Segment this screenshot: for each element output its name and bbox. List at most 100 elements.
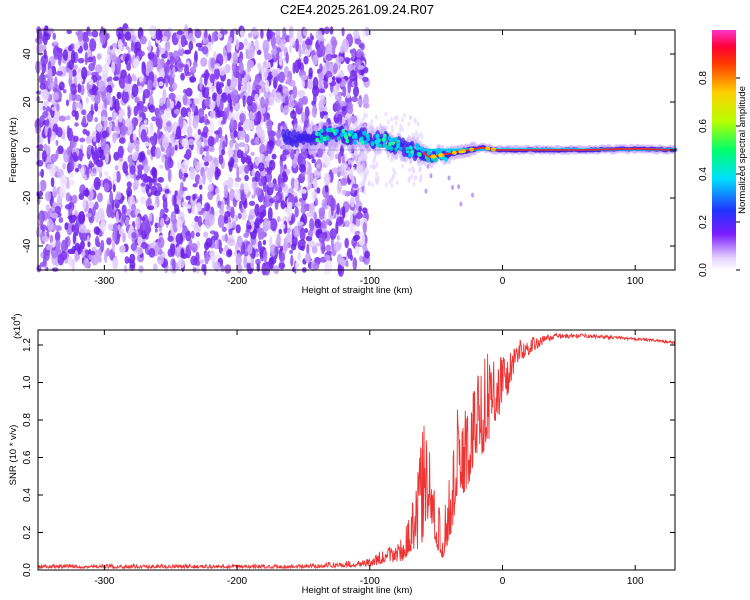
noise-speckle xyxy=(254,39,260,52)
noise-speckle xyxy=(148,213,153,222)
noise-speckle xyxy=(203,137,208,147)
noise-speckle xyxy=(93,177,101,191)
track-highlight xyxy=(340,132,344,137)
noise-speckle xyxy=(39,179,47,192)
noise-speckle xyxy=(221,148,226,156)
noise-speckle xyxy=(267,207,273,222)
noise-speckle xyxy=(353,234,361,241)
noise-speckle xyxy=(234,188,241,201)
noise-speckle xyxy=(100,239,105,253)
noise-speckle xyxy=(131,151,138,162)
noise-speckle xyxy=(278,262,286,269)
track-highlight xyxy=(426,158,431,163)
noise-speckle xyxy=(191,242,198,253)
noise-speckle xyxy=(344,237,350,249)
noise-speckle xyxy=(126,187,133,197)
spectrogram-ylabel: Frequency (Hz) xyxy=(8,117,19,182)
noise-speckle xyxy=(384,182,388,188)
noise-speckle xyxy=(42,90,50,101)
noise-speckle xyxy=(266,53,272,60)
noise-speckle xyxy=(151,166,157,176)
noise-speckle xyxy=(390,124,394,130)
noise-speckle xyxy=(367,180,371,186)
noise-speckle xyxy=(79,137,86,143)
noise-speckle xyxy=(325,53,333,62)
noise-speckle xyxy=(243,199,248,209)
noise-speckle xyxy=(125,74,133,86)
noise-speckle xyxy=(309,218,315,232)
noise-speckle xyxy=(131,232,137,239)
noise-speckle xyxy=(178,63,186,68)
noise-speckle xyxy=(188,138,195,146)
noise-speckle xyxy=(322,111,328,116)
noise-speckle xyxy=(300,205,307,214)
noise-speckle xyxy=(215,187,220,195)
noise-speckle xyxy=(333,63,338,73)
noise-speckle xyxy=(312,93,317,105)
noise-speckle xyxy=(324,183,329,194)
noise-speckle xyxy=(218,67,226,76)
track-highlight xyxy=(315,137,320,143)
noise-speckle xyxy=(191,103,196,113)
x-tick-label: 100 xyxy=(627,276,644,287)
noise-speckle xyxy=(336,181,342,195)
snr-scale-label: (x104) xyxy=(11,313,23,339)
noise-speckle xyxy=(212,255,217,262)
colorbar-tick-label: 0.8 xyxy=(698,71,709,85)
noise-speckle xyxy=(64,243,69,250)
noise-speckle xyxy=(186,149,192,159)
noise-speckle xyxy=(47,111,51,119)
noise-speckle xyxy=(168,92,176,100)
noise-speckle xyxy=(317,68,321,74)
noise-speckle xyxy=(86,167,90,179)
noise-speckle xyxy=(167,235,174,242)
noise-speckle xyxy=(246,95,253,106)
noise-speckle xyxy=(142,173,148,183)
noise-speckle xyxy=(180,34,187,48)
noise-speckle xyxy=(207,41,213,52)
noise-speckle xyxy=(399,123,403,129)
noise-speckle xyxy=(234,111,241,122)
track-stray xyxy=(471,192,474,198)
noise-speckle xyxy=(364,26,370,37)
noise-speckle xyxy=(36,264,42,273)
noise-speckle xyxy=(45,204,50,212)
noise-speckle xyxy=(233,130,238,138)
noise-speckle xyxy=(117,109,123,123)
noise-speckle xyxy=(185,204,192,209)
noise-speckle xyxy=(87,241,91,248)
noise-speckle xyxy=(116,48,121,55)
noise-speckle xyxy=(112,171,117,184)
noise-speckle xyxy=(82,115,87,127)
noise-speckle xyxy=(58,217,64,223)
noise-speckle xyxy=(54,205,61,215)
noise-speckle xyxy=(97,101,103,110)
noise-speckle xyxy=(59,185,67,199)
noise-speckle xyxy=(121,209,127,222)
noise-speckle xyxy=(189,66,197,74)
noise-speckle xyxy=(163,62,170,74)
noise-speckle xyxy=(39,213,43,226)
noise-speckle xyxy=(100,221,107,232)
noise-speckle xyxy=(57,253,65,266)
noise-speckle xyxy=(296,221,304,226)
noise-speckle xyxy=(283,220,288,234)
noise-speckle xyxy=(135,246,144,255)
noise-speckle xyxy=(309,172,313,184)
noise-speckle xyxy=(64,222,69,231)
noise-speckle xyxy=(207,135,215,147)
noise-speckle xyxy=(181,138,189,148)
noise-speckle xyxy=(87,201,95,208)
noise-speckle xyxy=(141,230,148,240)
noise-speckle xyxy=(232,51,239,65)
noise-speckle xyxy=(410,174,414,179)
noise-speckle xyxy=(137,164,144,170)
noise-speckle xyxy=(334,153,339,160)
noise-speckle xyxy=(148,248,156,258)
noise-speckle xyxy=(401,126,404,132)
noise-speckle xyxy=(114,98,120,113)
noise-speckle xyxy=(294,178,299,192)
noise-speckle xyxy=(70,157,75,172)
noise-speckle xyxy=(140,197,147,204)
snr-xlabel: Height of straight line (km) xyxy=(302,585,413,596)
